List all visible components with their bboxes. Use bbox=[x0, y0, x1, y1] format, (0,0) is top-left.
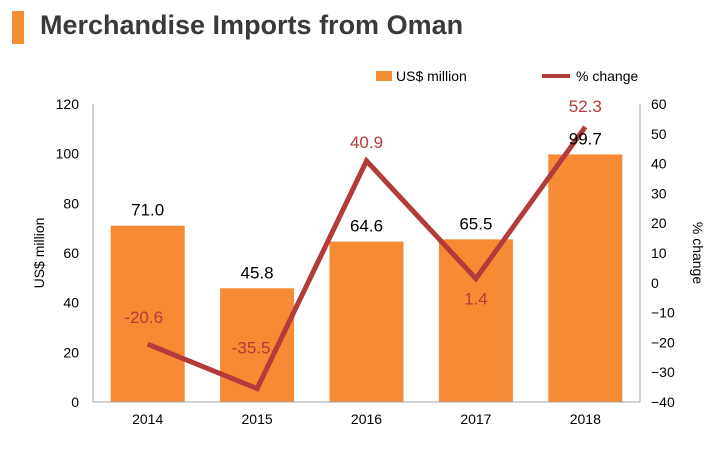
bar bbox=[438, 239, 513, 402]
y2-tick-label: 20 bbox=[651, 215, 667, 231]
bar-data-label: 71.0 bbox=[131, 201, 164, 220]
y-axis-label: US$ million bbox=[31, 218, 47, 289]
y-tick-label: 80 bbox=[63, 195, 79, 211]
legend: US$ million % change bbox=[376, 68, 638, 84]
y2-tick-label: 30 bbox=[651, 185, 667, 201]
plot-area: 0 20 40 60 80 100 120 −40 −30 −20 −10 0 10 20 30 40 50 60… bbox=[56, 96, 675, 427]
y2-tick-label: −10 bbox=[651, 305, 675, 321]
line-data-label: -20.6 bbox=[124, 308, 163, 327]
y2-tick-label: −40 bbox=[651, 394, 675, 410]
y2-tick-label: 40 bbox=[651, 156, 667, 172]
x-tick-label: 2018 bbox=[570, 411, 601, 427]
y-tick-label: 20 bbox=[63, 344, 79, 360]
line-series bbox=[146, 125, 588, 392]
y-tick-label: 40 bbox=[63, 295, 79, 311]
bar-data-label: 65.5 bbox=[459, 214, 492, 233]
y2-tick-label: 0 bbox=[651, 275, 659, 291]
y2-axis-label: % change bbox=[690, 222, 706, 284]
legend-bar-label: US$ million bbox=[396, 68, 467, 84]
line-data-label: 52.3 bbox=[569, 97, 602, 116]
bar-data-label: 45.8 bbox=[241, 263, 274, 282]
legend-line-label: % change bbox=[576, 68, 638, 84]
bar bbox=[110, 225, 185, 402]
x-tick-label: 2016 bbox=[351, 411, 382, 427]
bar-data-label: 64.6 bbox=[350, 217, 383, 236]
bar-data-label: 99.7 bbox=[569, 129, 602, 148]
chart-title: Merchandise Imports from Oman bbox=[40, 10, 464, 40]
y2-tick-label: −30 bbox=[651, 364, 675, 380]
x-tick-label: 2015 bbox=[242, 411, 273, 427]
bar bbox=[548, 154, 623, 402]
y2-tick-label: 50 bbox=[651, 126, 667, 142]
line-data-label: 40.9 bbox=[350, 133, 383, 152]
x-tick-label: 2017 bbox=[460, 411, 491, 427]
y-tick-label: 0 bbox=[71, 394, 79, 410]
y2-tick-label: 10 bbox=[651, 245, 667, 261]
legend-bar-swatch bbox=[376, 71, 392, 81]
y-tick-label: 120 bbox=[56, 96, 80, 112]
y-tick-label: 100 bbox=[56, 146, 80, 162]
x-tick-label: 2014 bbox=[132, 411, 163, 427]
line-data-label: -35.5 bbox=[232, 339, 271, 358]
y-tick-label: 60 bbox=[63, 245, 79, 261]
y2-tick-label: 60 bbox=[651, 96, 667, 112]
bar bbox=[329, 241, 404, 402]
line-data-label: 1.4 bbox=[464, 290, 488, 309]
title-marker bbox=[12, 11, 24, 44]
y2-tick-label: −20 bbox=[651, 334, 675, 350]
